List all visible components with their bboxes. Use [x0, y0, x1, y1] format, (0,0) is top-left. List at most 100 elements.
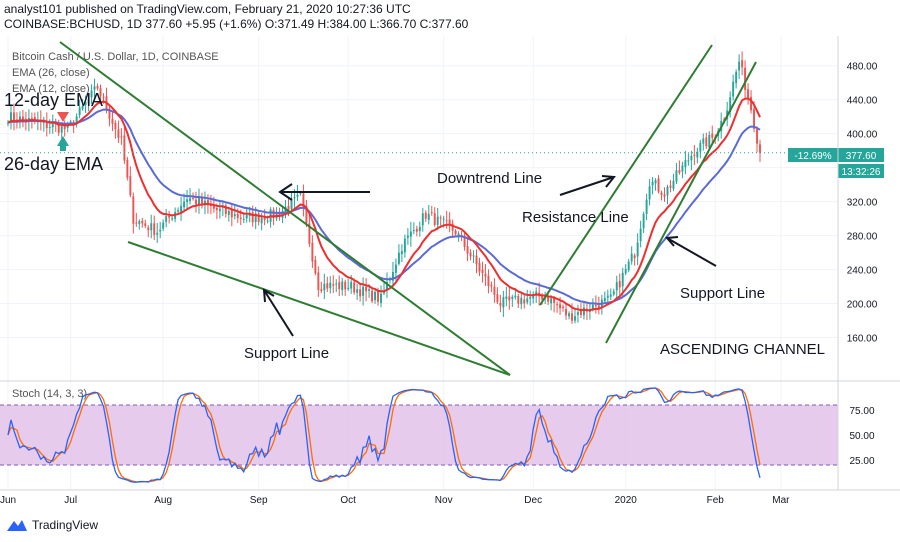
candle-body — [690, 155, 693, 161]
candle-body — [553, 297, 556, 303]
candle-body — [260, 217, 263, 224]
candle-body — [200, 198, 203, 205]
symbol-ohlc-line: COINBASE:BCHUSD, 1D 377.60 +5.95 (+1.6%)… — [4, 17, 468, 31]
candle-body — [639, 228, 642, 241]
ema-crossover-up-stem — [60, 145, 66, 151]
candle-body — [430, 212, 433, 214]
stoch-band — [0, 405, 838, 465]
candle-body — [81, 105, 84, 109]
candle-body — [612, 291, 615, 295]
candle-body — [332, 284, 335, 286]
candle-body — [618, 280, 621, 288]
candle-body — [362, 286, 365, 296]
candle-body — [374, 292, 377, 301]
candle-body — [750, 96, 753, 111]
candle-body — [162, 222, 165, 229]
candle-body — [657, 178, 660, 192]
candle-body — [230, 209, 233, 218]
candle-body — [415, 228, 418, 232]
candle-body — [30, 118, 33, 120]
candle-body — [150, 223, 153, 231]
price-pane — [0, 36, 838, 380]
candle-body — [359, 289, 362, 297]
candle-body — [242, 219, 245, 221]
candle-body — [418, 226, 421, 232]
candle-body — [159, 229, 162, 232]
chart-legend: Bitcoin Cash / U.S. Dollar, 1D, COINBASE… — [12, 51, 219, 95]
candle-body — [314, 259, 317, 274]
label-support-line-right: Support Line — [680, 285, 765, 302]
candle-body — [338, 282, 341, 290]
candle-body — [505, 296, 508, 299]
candle-body — [195, 199, 197, 205]
stoch-d-line — [7, 387, 761, 483]
candle-body — [741, 60, 744, 68]
candle-body — [7, 122, 9, 124]
badge-change-bg — [788, 148, 838, 162]
candle-body — [111, 119, 114, 124]
candle-body — [69, 121, 72, 123]
candle-body — [520, 297, 523, 305]
candle-body — [212, 204, 215, 209]
candle-body — [272, 209, 275, 219]
price-tick-label: 200.00 — [847, 300, 878, 311]
time-tick-label: Jun — [0, 495, 16, 506]
candle-body — [245, 215, 248, 219]
candle-body — [341, 281, 344, 291]
arrowhead-resistance — [601, 175, 616, 188]
candle-body — [412, 230, 415, 232]
candle-body — [565, 309, 568, 316]
candle-body — [353, 282, 356, 293]
candle-body — [48, 127, 51, 129]
badge-countdown: 13:32:26 — [842, 167, 881, 178]
candle-body — [380, 293, 382, 303]
price-axis[interactable]: 160.00200.00240.00280.00320.00360.00400.… — [847, 62, 878, 345]
candle-body — [445, 220, 448, 222]
legend-ema12: EMA (12, close) — [12, 83, 90, 95]
candle-body — [541, 296, 544, 300]
candle-body — [183, 201, 186, 208]
candle-body — [10, 112, 12, 122]
candle-body — [123, 135, 126, 161]
legend-title: Bitcoin Cash / U.S. Dollar, 1D, COINBASE — [12, 51, 219, 63]
candle-body — [705, 137, 708, 147]
candle-body — [138, 221, 141, 224]
price-tick-label: 400.00 — [847, 130, 878, 141]
candle-body — [365, 286, 368, 292]
candle-body — [335, 283, 338, 285]
time-tick-label: Jul — [64, 495, 77, 506]
candle-body — [377, 291, 380, 302]
candle-body — [469, 252, 472, 257]
time-tick-label: Aug — [154, 495, 172, 506]
time-tick-label: Sep — [250, 495, 268, 506]
candle-body — [451, 223, 454, 231]
price-tick-label: 240.00 — [847, 266, 878, 277]
candle-body — [102, 96, 105, 98]
time-tick-label: Dec — [524, 495, 542, 506]
candle-body — [302, 193, 305, 208]
stoch-tick-label: 75.00 — [849, 406, 874, 417]
label-ascending-channel: ASCENDING CHANNEL — [660, 341, 825, 358]
candle-body — [186, 199, 189, 203]
candle-body — [180, 205, 183, 212]
candle-body — [627, 261, 630, 271]
ema12-line — [7, 97, 761, 312]
candle-body — [475, 255, 478, 265]
downtrend-line — [59, 41, 511, 376]
candle-body — [576, 312, 579, 315]
candle-body — [311, 242, 314, 262]
candle-body — [87, 98, 90, 104]
price-badge: -12.69% 377.60 13:32:26 — [788, 148, 884, 178]
candle-body — [594, 305, 597, 307]
tradingview-logo-icon — [7, 520, 27, 531]
candle-body — [681, 165, 684, 172]
candle-body — [290, 198, 293, 209]
candle-body — [678, 170, 681, 173]
candle-body — [624, 268, 627, 274]
last-price: 377.60 — [145, 17, 183, 31]
candle-body — [645, 199, 648, 215]
time-axis[interactable]: Jun Jul Aug Sep Oct Nov Dec 2020 Feb Mar — [0, 495, 790, 506]
time-tick-label: Feb — [707, 495, 725, 506]
candle-body — [511, 296, 514, 299]
